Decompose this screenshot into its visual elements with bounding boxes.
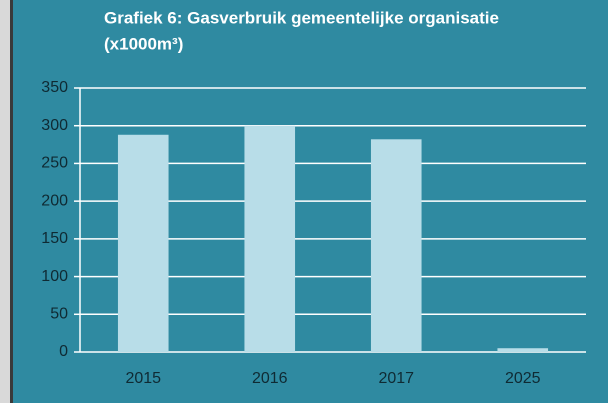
y-tick-label: 150 [41,230,68,247]
x-tick-label: 2025 [505,370,541,387]
bar [497,348,549,352]
x-tick-label: 2017 [378,370,414,387]
chart-subtitle: (x1000m³) [104,34,183,53]
left-border [0,0,10,403]
y-tick-label: 0 [59,343,68,360]
chart-title: Grafiek 6: Gasverbruik gemeentelijke org… [104,8,499,27]
x-tick-label: 2015 [125,370,161,387]
y-tick-label: 50 [50,306,68,323]
x-tick-label: 2016 [252,370,288,387]
bar [117,134,169,352]
y-tick-label: 350 [41,79,68,96]
bar [370,139,422,352]
y-tick-label: 250 [41,155,68,172]
y-tick-label: 200 [41,192,68,209]
bar [244,125,296,352]
y-tick-label: 100 [41,268,68,285]
y-tick-label: 300 [41,117,68,134]
left-border-line [10,0,13,403]
